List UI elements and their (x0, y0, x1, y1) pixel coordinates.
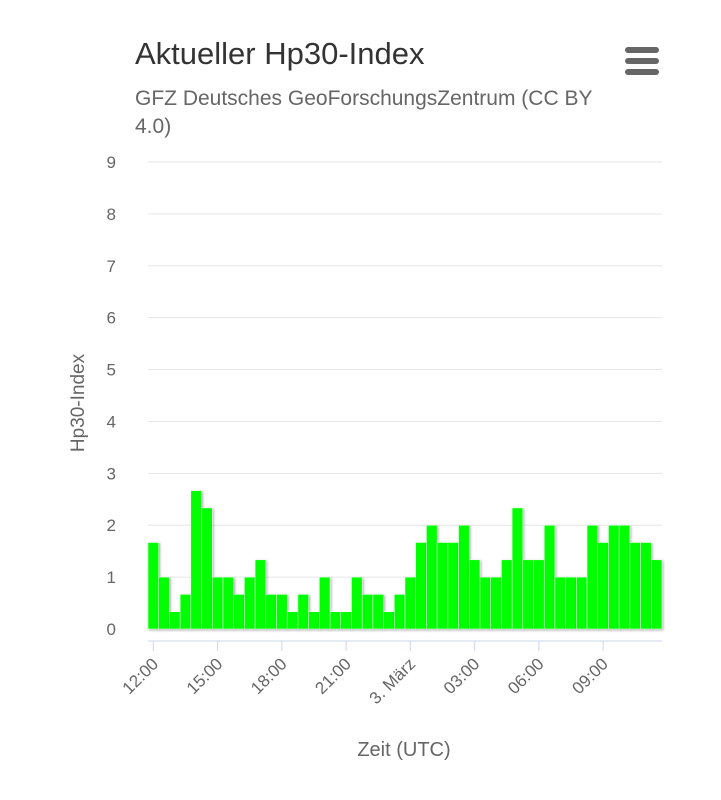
bar (169, 611, 181, 630)
bar (201, 507, 213, 630)
y-tick-label: 7 (107, 257, 116, 276)
bar (533, 559, 545, 630)
bar (212, 576, 224, 630)
bar (415, 542, 427, 630)
x-axis-title: Zeit (UTC) (357, 739, 450, 761)
bar (436, 542, 449, 630)
menu-button[interactable] (625, 47, 659, 75)
y-tick-label: 8 (107, 205, 116, 224)
bar (233, 594, 245, 630)
bar (522, 559, 534, 630)
bar (565, 576, 577, 630)
bar (640, 542, 652, 630)
y-tick-label: 4 (107, 412, 116, 431)
chart-title: Aktueller Hp30-Index (135, 36, 425, 71)
bar (340, 611, 352, 630)
bar (629, 542, 641, 630)
bar (361, 594, 374, 630)
y-axis-title: Hp30-Index (68, 353, 89, 452)
bar (490, 576, 502, 630)
bar (179, 594, 192, 630)
x-tick-label: 12:00 (119, 654, 163, 698)
y-tick-label: 5 (107, 361, 116, 380)
bar (576, 576, 588, 630)
bar (543, 524, 556, 630)
bar (426, 524, 438, 630)
bar (254, 559, 267, 630)
bar (297, 594, 309, 630)
bar (351, 576, 363, 630)
bar (554, 576, 566, 630)
bar (308, 611, 320, 630)
bar (147, 542, 159, 630)
bar (618, 524, 631, 630)
y-tick-label: 9 (107, 153, 116, 172)
chart-subtitle: GFZ Deutsches GeoForschungsZentrum (CC B… (135, 87, 592, 110)
bar (190, 490, 202, 630)
bar (651, 559, 663, 630)
bar (586, 524, 599, 630)
y-tick-label: 1 (107, 568, 116, 587)
x-tick-label: 3. März (366, 654, 420, 708)
x-tick-label: 03:00 (440, 654, 484, 698)
bar (222, 576, 234, 630)
bar (319, 576, 331, 630)
bar (479, 576, 491, 630)
bar (404, 576, 416, 630)
bar (597, 542, 609, 630)
y-tick-label: 3 (107, 464, 116, 483)
y-tick-label: 0 (107, 620, 116, 639)
x-tick-label: 18:00 (247, 654, 291, 698)
bar (158, 576, 170, 630)
bar (383, 611, 395, 630)
bar (511, 507, 524, 630)
bar (394, 594, 406, 630)
bar (329, 611, 341, 630)
bar (372, 594, 384, 630)
chart-subtitle: 4.0) (135, 115, 171, 138)
x-tick-label: 09:00 (568, 654, 612, 698)
x-tick-label: 21:00 (311, 654, 355, 698)
y-tick-label: 6 (107, 309, 116, 328)
bar (265, 594, 277, 630)
bar (447, 542, 459, 630)
bar (244, 576, 256, 630)
bar (469, 559, 481, 630)
x-tick-label: 15:00 (183, 654, 227, 698)
bar (501, 559, 513, 630)
bar (276, 594, 288, 630)
y-tick-label: 2 (107, 516, 116, 535)
bar (286, 611, 299, 630)
x-tick-label: 06:00 (504, 654, 548, 698)
bar (458, 524, 470, 630)
bar (608, 524, 620, 630)
